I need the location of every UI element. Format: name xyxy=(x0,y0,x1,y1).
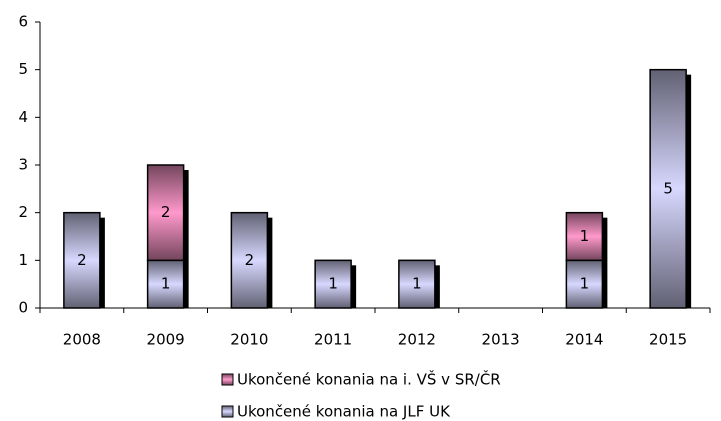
bar xyxy=(314,259,352,309)
data-label: 1 xyxy=(161,275,171,293)
data-label: 2 xyxy=(245,251,255,269)
bar xyxy=(565,259,604,309)
bar xyxy=(649,68,687,309)
legend-swatch xyxy=(221,405,234,418)
data-label: 1 xyxy=(328,275,338,293)
bar xyxy=(146,259,185,309)
y-tick-label: 1 xyxy=(18,251,28,269)
x-tick-label: 2009 xyxy=(147,331,185,349)
bar xyxy=(565,211,604,262)
x-tick-label: 2015 xyxy=(649,331,687,349)
data-label: 2 xyxy=(77,251,87,269)
bar xyxy=(398,259,436,309)
x-tick-label: 2008 xyxy=(63,331,101,349)
data-label: 5 xyxy=(663,179,673,197)
y-tick-label: 4 xyxy=(18,108,28,126)
bar xyxy=(146,164,185,262)
bar xyxy=(63,211,101,309)
x-tick-label: 2012 xyxy=(398,331,436,349)
legend-label: Ukončené konania na i. VŠ v SR/ČR xyxy=(237,370,501,389)
x-tick-label: 2011 xyxy=(314,331,352,349)
data-label: 1 xyxy=(580,227,590,245)
y-tick-label: 3 xyxy=(18,156,28,174)
y-tick-label: 5 xyxy=(18,60,28,78)
x-tick-label: 2014 xyxy=(565,331,603,349)
y-tick-label: 0 xyxy=(18,299,28,317)
legend-label: Ukončené konania na JLF UK xyxy=(237,403,451,421)
legend-swatch xyxy=(221,373,234,386)
y-tick-label: 2 xyxy=(18,203,28,221)
data-label: 1 xyxy=(412,275,422,293)
bar xyxy=(230,211,269,309)
x-tick-label: 2010 xyxy=(230,331,268,349)
x-tick-label: 2013 xyxy=(482,331,520,349)
data-label: 1 xyxy=(580,275,590,293)
data-label: 2 xyxy=(161,203,171,221)
y-tick-label: 6 xyxy=(18,13,28,31)
